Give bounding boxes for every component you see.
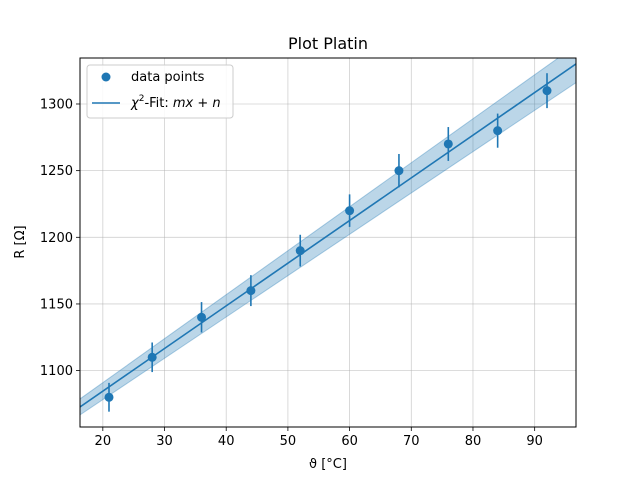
legend-fit-formula: mx + n: [173, 96, 221, 111]
data-point: [394, 166, 404, 176]
axis-ticks: 20 30 40 50 60 70 80 90 1100 1150 1200 1250 1300: [40, 97, 543, 449]
data-point: [542, 86, 552, 96]
y-axis-label: R [Ω]: [13, 225, 28, 258]
x-tick-label: 70: [403, 434, 420, 449]
data-point: [493, 126, 503, 136]
data-point: [246, 286, 256, 296]
x-tick-label: 90: [526, 434, 543, 449]
y-tick-label: 1100: [40, 364, 73, 379]
legend-box: [86, 64, 234, 119]
y-tick-label: 1150: [40, 297, 73, 312]
x-tick-label: 50: [280, 434, 297, 449]
grid: [80, 58, 576, 427]
x-axis-label: ϑ [°C]: [309, 457, 347, 472]
confidence-band: [80, 58, 576, 416]
x-tick-label: 60: [341, 434, 358, 449]
data-point: [197, 312, 207, 322]
data-point: [443, 139, 453, 149]
x-tick-label: 30: [156, 434, 173, 449]
plot-frame: [79, 57, 577, 428]
x-tick-label: 80: [465, 434, 482, 449]
data-points-layer: [104, 73, 552, 412]
fit-uncertainty-band: [80, 58, 576, 416]
legend-fit-chi: χ: [130, 96, 140, 111]
data-point: [345, 206, 355, 216]
chart-title: Plot Platin: [288, 34, 368, 53]
y-tick-label: 1200: [40, 231, 73, 246]
legend-fit-mid: -Fit:: [144, 96, 172, 111]
data-point: [104, 392, 114, 402]
legend-marker-data-points: [101, 72, 111, 82]
legend-label-fit: χ2-Fit: mx + n: [130, 94, 221, 111]
legend-fit-sup: 2: [139, 94, 145, 104]
y-tick-label: 1250: [40, 164, 73, 179]
data-point: [147, 352, 157, 362]
fit-line: [80, 63, 576, 408]
x-tick-label: 40: [218, 434, 235, 449]
data-point: [295, 246, 305, 256]
fit-line-layer: [80, 63, 576, 408]
legend-label-data-points: data points: [131, 70, 205, 85]
legend: data points χ2-Fit: mx + n: [86, 64, 234, 119]
y-tick-label: 1300: [40, 97, 73, 112]
x-tick-label: 20: [95, 434, 112, 449]
